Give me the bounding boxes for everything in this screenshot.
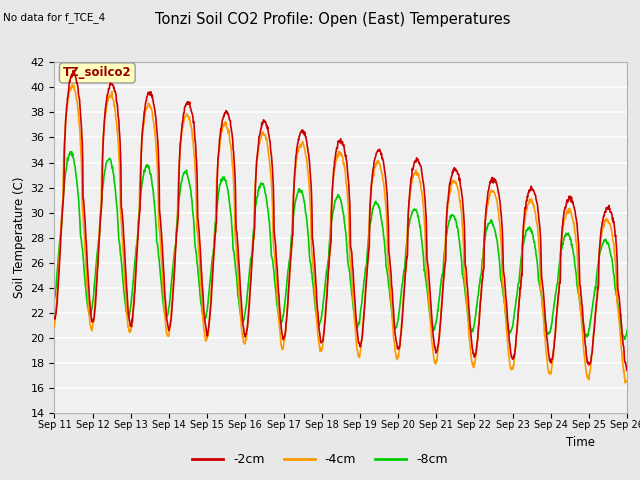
-2cm [505, 333, 513, 338]
-4cm [556, 276, 563, 281]
Line: -2cm: -2cm [54, 71, 627, 371]
Line: -8cm: -8cm [54, 152, 627, 339]
-2cm [164, 324, 172, 330]
-8cm [243, 301, 250, 307]
Text: Time: Time [566, 436, 595, 449]
-2cm [556, 280, 563, 286]
-4cm [68, 82, 76, 88]
-4cm [505, 353, 513, 359]
Text: Tonzi Soil CO2 Profile: Open (East) Temperatures: Tonzi Soil CO2 Profile: Open (East) Temp… [155, 12, 511, 27]
-4cm [243, 337, 250, 343]
-4cm [164, 333, 172, 339]
-8cm [505, 327, 513, 333]
-2cm [243, 331, 250, 337]
-2cm [179, 121, 186, 127]
-4cm [430, 357, 438, 362]
-2cm [430, 341, 438, 347]
Text: TZ_soilco2: TZ_soilco2 [63, 66, 132, 79]
-8cm [164, 309, 172, 314]
-4cm [179, 127, 186, 133]
-2cm [69, 68, 77, 73]
Text: No data for f_TCE_4: No data for f_TCE_4 [3, 12, 106, 23]
-8cm [556, 260, 563, 265]
-4cm [623, 378, 631, 384]
-8cm [51, 296, 58, 302]
Y-axis label: Soil Temperature (C): Soil Temperature (C) [13, 177, 26, 299]
Line: -4cm: -4cm [54, 85, 627, 383]
-4cm [621, 380, 629, 386]
Legend: -2cm, -4cm, -8cm: -2cm, -4cm, -8cm [187, 448, 453, 471]
-2cm [51, 314, 58, 320]
-8cm [621, 336, 628, 342]
-4cm [51, 324, 58, 329]
-2cm [623, 367, 631, 373]
-8cm [68, 149, 76, 155]
-2cm [623, 368, 630, 373]
-8cm [430, 326, 438, 332]
-8cm [623, 327, 631, 333]
-8cm [179, 176, 186, 182]
